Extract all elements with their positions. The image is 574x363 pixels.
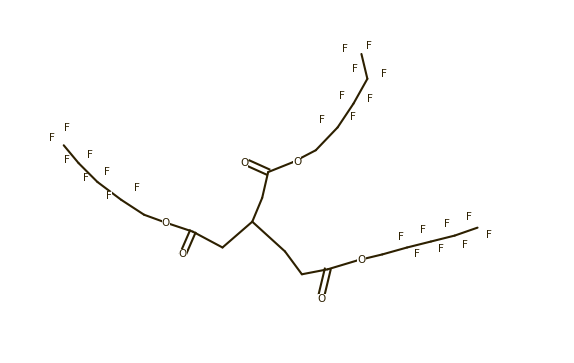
Text: F: F: [486, 229, 491, 240]
Text: F: F: [134, 183, 140, 193]
Text: F: F: [466, 212, 471, 222]
Text: F: F: [461, 240, 468, 249]
Text: F: F: [350, 113, 355, 122]
Text: F: F: [342, 44, 347, 54]
Text: F: F: [367, 94, 373, 104]
Text: F: F: [104, 167, 110, 177]
Text: F: F: [381, 69, 387, 79]
Text: F: F: [339, 91, 344, 101]
Text: O: O: [162, 218, 170, 228]
Text: F: F: [64, 155, 69, 165]
Text: F: F: [438, 244, 444, 254]
Text: F: F: [64, 123, 69, 134]
Text: F: F: [106, 191, 113, 201]
Text: O: O: [179, 249, 187, 260]
Text: F: F: [87, 150, 92, 160]
Text: F: F: [444, 219, 449, 229]
Text: F: F: [398, 232, 404, 241]
Text: F: F: [420, 225, 426, 234]
Text: O: O: [293, 157, 301, 167]
Text: F: F: [366, 41, 373, 51]
Text: F: F: [49, 133, 55, 143]
Text: O: O: [240, 158, 249, 168]
Text: O: O: [358, 256, 366, 265]
Text: F: F: [352, 64, 358, 74]
Text: F: F: [83, 173, 88, 183]
Text: F: F: [319, 115, 325, 126]
Text: F: F: [414, 249, 420, 260]
Text: O: O: [317, 294, 326, 304]
